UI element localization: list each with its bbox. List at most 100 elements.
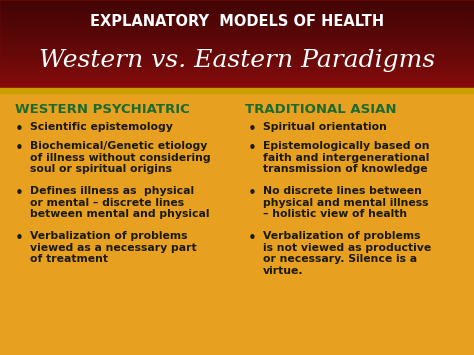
Bar [0, 5, 474, 6]
Bar [0, 45, 474, 46]
Bar [0, 23, 474, 24]
Bar [0, 62, 474, 63]
Bar [0, 36, 474, 37]
Bar [0, 31, 474, 32]
Bar [0, 22, 474, 23]
Bar [0, 32, 474, 33]
Bar [0, 49, 474, 50]
Text: EXPLANATORY  MODELS OF HEALTH: EXPLANATORY MODELS OF HEALTH [90, 15, 384, 29]
Bar [0, 48, 474, 49]
Bar [0, 42, 474, 43]
Bar [0, 17, 474, 18]
Bar [0, 52, 474, 53]
Text: Western vs. Eastern Paradigms: Western vs. Eastern Paradigms [39, 49, 435, 71]
Bar [0, 46, 474, 47]
Bar [0, 72, 474, 73]
Text: WESTERN PSYCHIATRIC: WESTERN PSYCHIATRIC [15, 103, 190, 116]
Text: •: • [15, 231, 24, 246]
Bar [0, 35, 474, 36]
Bar [0, 44, 474, 45]
Bar [0, 33, 474, 34]
Bar [0, 78, 474, 79]
Bar [0, 58, 474, 59]
Bar [0, 50, 474, 51]
Bar [0, 30, 474, 31]
Bar [0, 68, 474, 69]
Bar [0, 15, 474, 16]
Bar [0, 4, 474, 5]
Bar [0, 24, 474, 25]
Bar [0, 59, 474, 60]
Bar [0, 57, 474, 58]
Text: Biochemical/Genetic etiology
of illness without considering
soul or spiritual or: Biochemical/Genetic etiology of illness … [30, 141, 210, 174]
Bar [0, 21, 474, 22]
Bar [0, 11, 474, 12]
Bar [0, 66, 474, 67]
Bar [0, 40, 474, 41]
Text: No discrete lines between
physical and mental illness
– holistic view of health: No discrete lines between physical and m… [263, 186, 428, 219]
Bar [0, 1, 474, 2]
Bar [0, 71, 474, 72]
Bar [0, 19, 474, 20]
Bar [0, 53, 474, 54]
Bar [0, 0, 474, 88]
Text: Spiritual orientation: Spiritual orientation [263, 122, 387, 132]
Bar [0, 69, 474, 70]
Bar [0, 88, 474, 93]
Text: •: • [15, 186, 24, 201]
Bar [0, 76, 474, 77]
Bar [0, 29, 474, 30]
Text: TRADITIONAL ASIAN: TRADITIONAL ASIAN [245, 103, 396, 116]
Bar [0, 14, 474, 15]
Bar [0, 10, 474, 11]
Bar [0, 74, 474, 75]
Bar [0, 82, 474, 83]
Bar [0, 85, 474, 86]
Bar [0, 9, 474, 10]
Bar [0, 25, 474, 26]
Text: Verbalization of problems
viewed as a necessary part
of treatment: Verbalization of problems viewed as a ne… [30, 231, 197, 264]
Bar [0, 41, 474, 42]
Bar [0, 39, 474, 40]
Bar [0, 8, 474, 9]
Bar [0, 13, 474, 14]
Bar [0, 55, 474, 56]
Bar [0, 26, 474, 27]
Bar [0, 80, 474, 81]
Bar [0, 16, 474, 17]
Text: Scientific epistemology: Scientific epistemology [30, 122, 173, 132]
Bar [0, 87, 474, 88]
Bar [0, 67, 474, 68]
Bar [0, 18, 474, 19]
Bar [0, 63, 474, 64]
Bar [0, 60, 474, 61]
Bar [0, 77, 474, 78]
Bar [0, 81, 474, 82]
Text: •: • [15, 141, 24, 156]
Bar [0, 0, 474, 1]
Bar [0, 86, 474, 87]
Bar [0, 73, 474, 74]
Bar [0, 75, 474, 76]
Bar [0, 3, 474, 4]
Text: Verbalization of problems
is not viewed as productive
or necessary. Silence is a: Verbalization of problems is not viewed … [263, 231, 431, 276]
Text: •: • [248, 122, 257, 137]
Bar [0, 61, 474, 62]
Bar [0, 47, 474, 48]
Bar [0, 27, 474, 28]
Bar [0, 79, 474, 80]
Bar [0, 64, 474, 65]
Text: •: • [248, 186, 257, 201]
Bar [0, 83, 474, 84]
Bar [0, 54, 474, 55]
Text: •: • [248, 141, 257, 156]
Bar [0, 70, 474, 71]
Bar [0, 56, 474, 57]
Bar [0, 37, 474, 38]
Bar [0, 28, 474, 29]
Text: •: • [15, 122, 24, 137]
Bar [0, 51, 474, 52]
Text: Defines illness as  physical
or mental – discrete lines
between mental and physi: Defines illness as physical or mental – … [30, 186, 210, 219]
Bar [0, 2, 474, 3]
Bar [0, 38, 474, 39]
